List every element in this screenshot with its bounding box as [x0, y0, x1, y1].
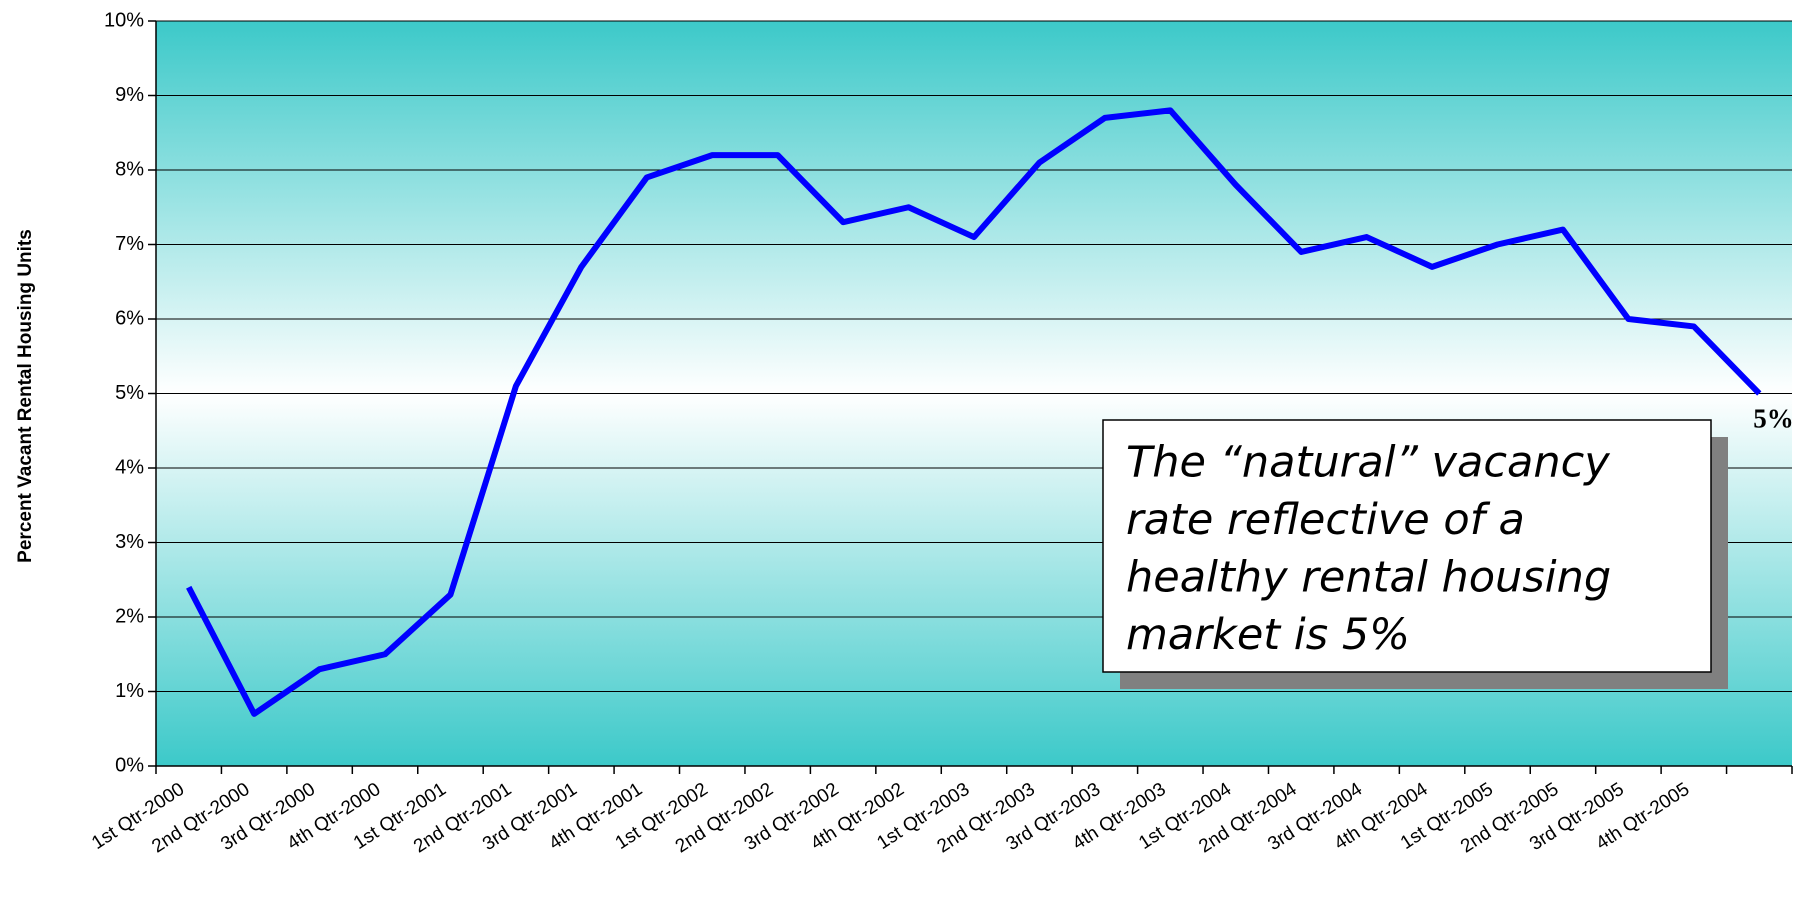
- y-tick-label: 0%: [115, 754, 144, 776]
- annotation-text: rate reflective of a: [1126, 495, 1525, 545]
- y-tick-label: 4%: [115, 456, 144, 478]
- y-tick-label: 1%: [115, 680, 144, 702]
- annotation-box: [1102, 419, 1712, 673]
- y-tick-label: 3%: [115, 531, 144, 553]
- y-tick-label: 7%: [115, 233, 144, 255]
- y-tick-label: 8%: [115, 158, 144, 180]
- annotation-text: The “natural” vacancy: [1126, 438, 1610, 488]
- y-tick-label: 5%: [115, 382, 144, 404]
- y-tick-label: 6%: [115, 307, 144, 329]
- y-tick-label: 10%: [104, 9, 144, 31]
- data-line: [186, 107, 1762, 717]
- annotation-text: healthy rental housing: [1126, 553, 1611, 603]
- y-axis-title: Percent Vacant Rental Housing Units: [15, 229, 36, 563]
- data-label: 5%: [1753, 404, 1794, 434]
- y-tick-label: 9%: [115, 84, 144, 106]
- y-tick-label: 2%: [115, 605, 144, 627]
- annotation-text: market is 5%: [1126, 610, 1410, 660]
